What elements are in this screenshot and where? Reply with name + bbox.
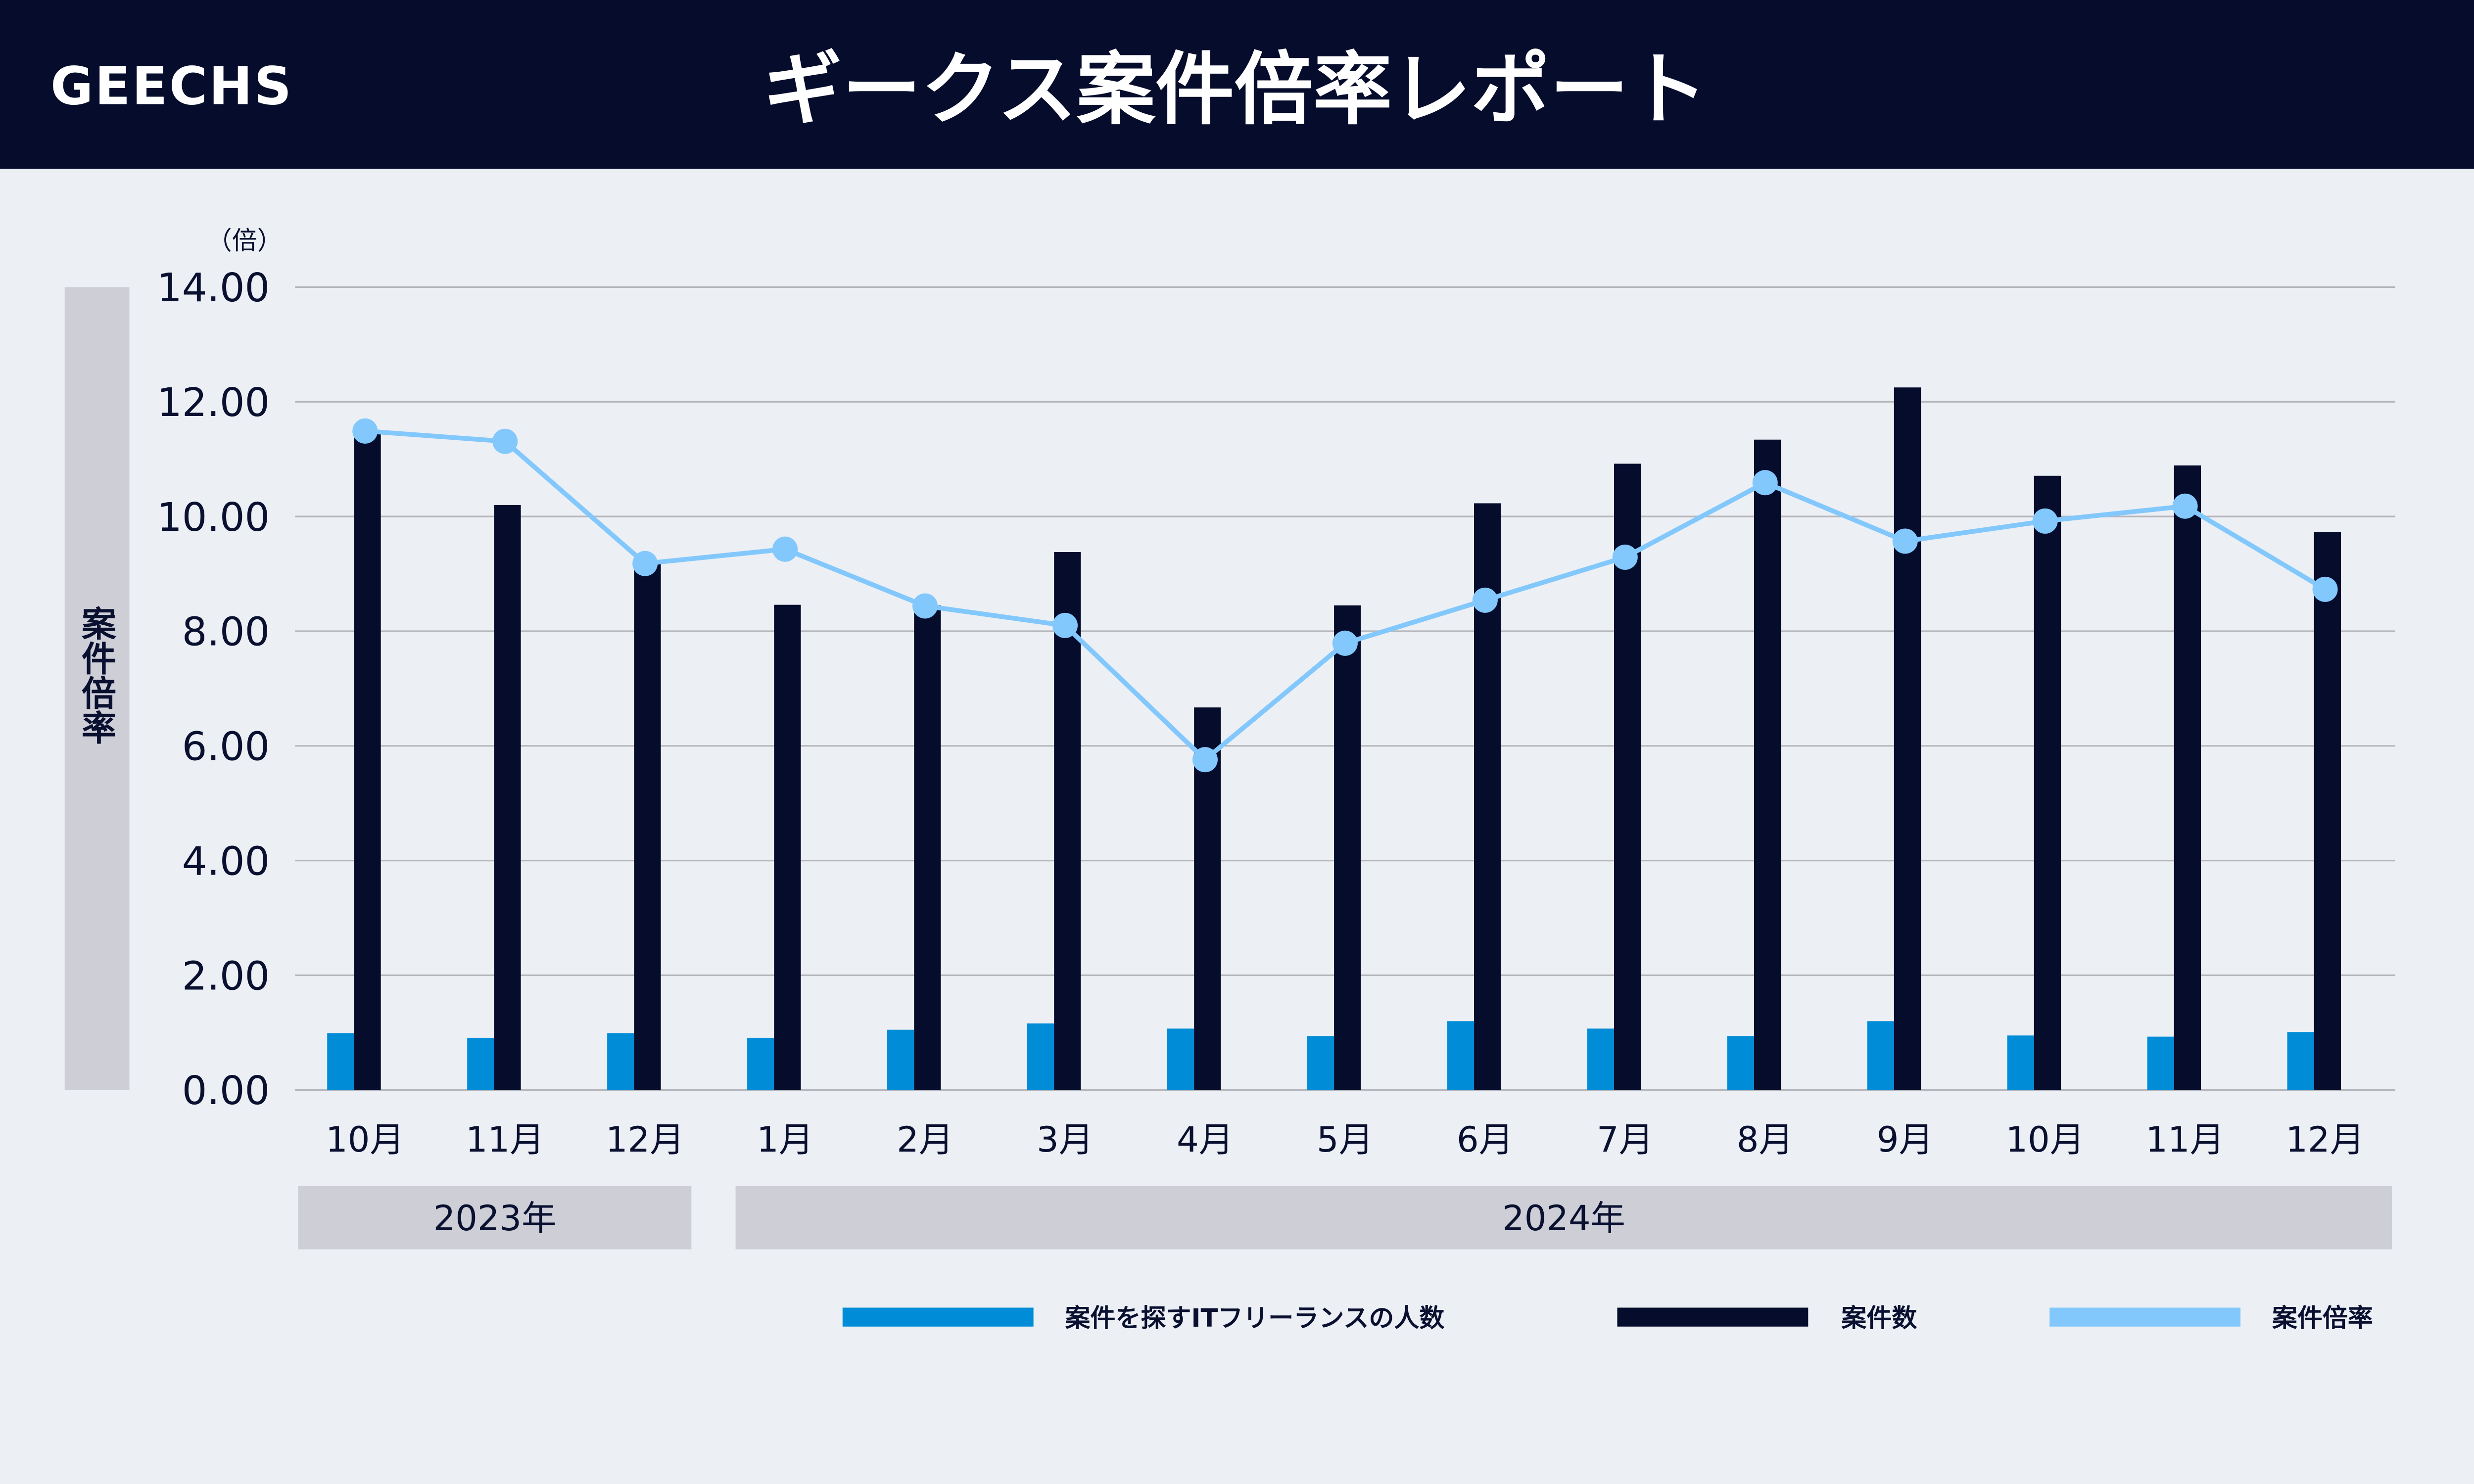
bar-freelancers [1867, 1021, 1894, 1090]
y-axis-title-band: 案件倍率 [64, 287, 130, 1090]
bar-projects [914, 605, 941, 1090]
bar-freelancers [747, 1037, 774, 1090]
legend-label-projects: 案件数 [1841, 1304, 1917, 1333]
year-bands: 2023年 2024年 [298, 1186, 2392, 1250]
x-tick-label: 5月 [1317, 1119, 1374, 1160]
x-tick-label: 7月 [1597, 1119, 1654, 1160]
x-tick-label: 11月 [466, 1119, 544, 1160]
report: GEECHS ギークス案件倍率レポート 案件倍率 （倍） 0.00 2.00 4.0… [0, 0, 2474, 1391]
ratio-point [2172, 493, 2198, 519]
bar-freelancers [1307, 1036, 1334, 1090]
y-tick-label: 4.00 [182, 838, 270, 884]
ratio-point [912, 593, 938, 619]
y-axis-band [64, 287, 130, 1090]
bar-freelancers [467, 1037, 494, 1090]
bar-freelancers [607, 1033, 634, 1090]
y-tick-labels: 0.00 2.00 4.00 6.00 8.00 10.00 12.00 14.00 [157, 265, 270, 1113]
page-title: ギークス案件倍率レポート [763, 44, 1708, 136]
bar-projects [774, 604, 801, 1090]
y-tick-label: 0.00 [182, 1067, 270, 1113]
logo: GEECHS [50, 55, 293, 116]
bar-freelancers [1447, 1021, 1475, 1090]
header: GEECHS ギークス案件倍率レポート [0, 0, 2474, 169]
ratio-line [352, 418, 2338, 773]
bar-freelancers [2287, 1032, 2314, 1090]
bar-projects [2034, 475, 2061, 1090]
y-unit-label: （倍） [207, 227, 283, 256]
x-tick-labels: 10月 11月 12月 1月 2月 3月 4月 5月 6月 7月 8月 9月 10月 11月 12月 [326, 1119, 2365, 1160]
y-tick-label: 8.00 [182, 609, 270, 655]
bar-freelancers [1727, 1036, 1754, 1090]
bar-freelancers [1587, 1028, 1615, 1090]
legend: 案件を探すITフリーランスの人数 案件数 案件倍率 [842, 1304, 2373, 1333]
ratio-point [492, 428, 518, 454]
x-tick-label: 10月 [326, 1119, 404, 1160]
ratio-point [1472, 587, 1498, 613]
y-axis-title: 案件倍率 [76, 605, 117, 744]
bar-projects [634, 562, 661, 1090]
x-tick-label: 1月 [757, 1119, 813, 1160]
ratio-point [1752, 470, 1778, 496]
bar-projects [1334, 605, 1361, 1090]
bar-projects [1894, 387, 1921, 1090]
bar-freelancers [887, 1029, 914, 1090]
bar-freelancers [1167, 1028, 1194, 1090]
ratio-point [772, 536, 798, 562]
x-tick-label: 9月 [1877, 1119, 1934, 1160]
bar-freelancers [1027, 1023, 1054, 1090]
legend-label-ratio: 案件倍率 [2272, 1304, 2373, 1333]
ratio-point [2312, 576, 2338, 602]
ratio-point [2032, 508, 2058, 534]
x-tick-label: 4月 [1177, 1119, 1234, 1160]
year-label: 2023年 [433, 1198, 557, 1239]
ratio-point [1892, 528, 1918, 554]
header-bar [0, 0, 2474, 169]
bar-freelancers [327, 1033, 354, 1090]
legend-swatch-ratio [2049, 1307, 2241, 1327]
x-tick-label: 12月 [606, 1119, 684, 1160]
ratio-point [352, 418, 378, 444]
bar-projects [1754, 439, 1781, 1090]
y-tick-label: 6.00 [182, 724, 270, 770]
background [0, 0, 2474, 1391]
x-tick-label: 12月 [2285, 1119, 2364, 1160]
bar-projects [2174, 465, 2201, 1090]
x-tick-label: 6月 [1457, 1119, 1514, 1160]
y-tick-label: 2.00 [182, 953, 270, 999]
bar-projects [1054, 552, 1081, 1090]
x-tick-label: 2月 [897, 1119, 953, 1160]
bar-freelancers [2147, 1036, 2174, 1090]
y-tick-label: 12.00 [157, 379, 270, 425]
ratio-point [1052, 612, 1078, 638]
bar-projects [354, 430, 381, 1090]
ratio-point [1612, 544, 1638, 570]
bars [327, 387, 2341, 1090]
x-tick-label: 10月 [2005, 1119, 2084, 1160]
year-band [735, 1186, 2392, 1250]
legend-swatch-freelancers [842, 1307, 1034, 1327]
x-tick-label: 11月 [2145, 1119, 2224, 1160]
year-band [298, 1186, 692, 1250]
x-tick-label: 3月 [1037, 1119, 1094, 1160]
y-tick-label: 14.00 [157, 265, 270, 311]
bar-projects [2314, 532, 2341, 1090]
ratio-point [1192, 747, 1218, 773]
bar-projects [494, 505, 521, 1090]
bar-freelancers [2007, 1035, 2034, 1090]
year-label: 2024年 [1502, 1198, 1625, 1239]
ratio-point [632, 551, 658, 576]
x-tick-label: 8月 [1737, 1119, 1794, 1160]
legend-label-freelancers: 案件を探すITフリーランスの人数 [1065, 1304, 1445, 1333]
ratio-point [1332, 630, 1358, 656]
y-tick-label: 10.00 [157, 494, 270, 540]
legend-swatch-projects [1617, 1307, 1808, 1327]
